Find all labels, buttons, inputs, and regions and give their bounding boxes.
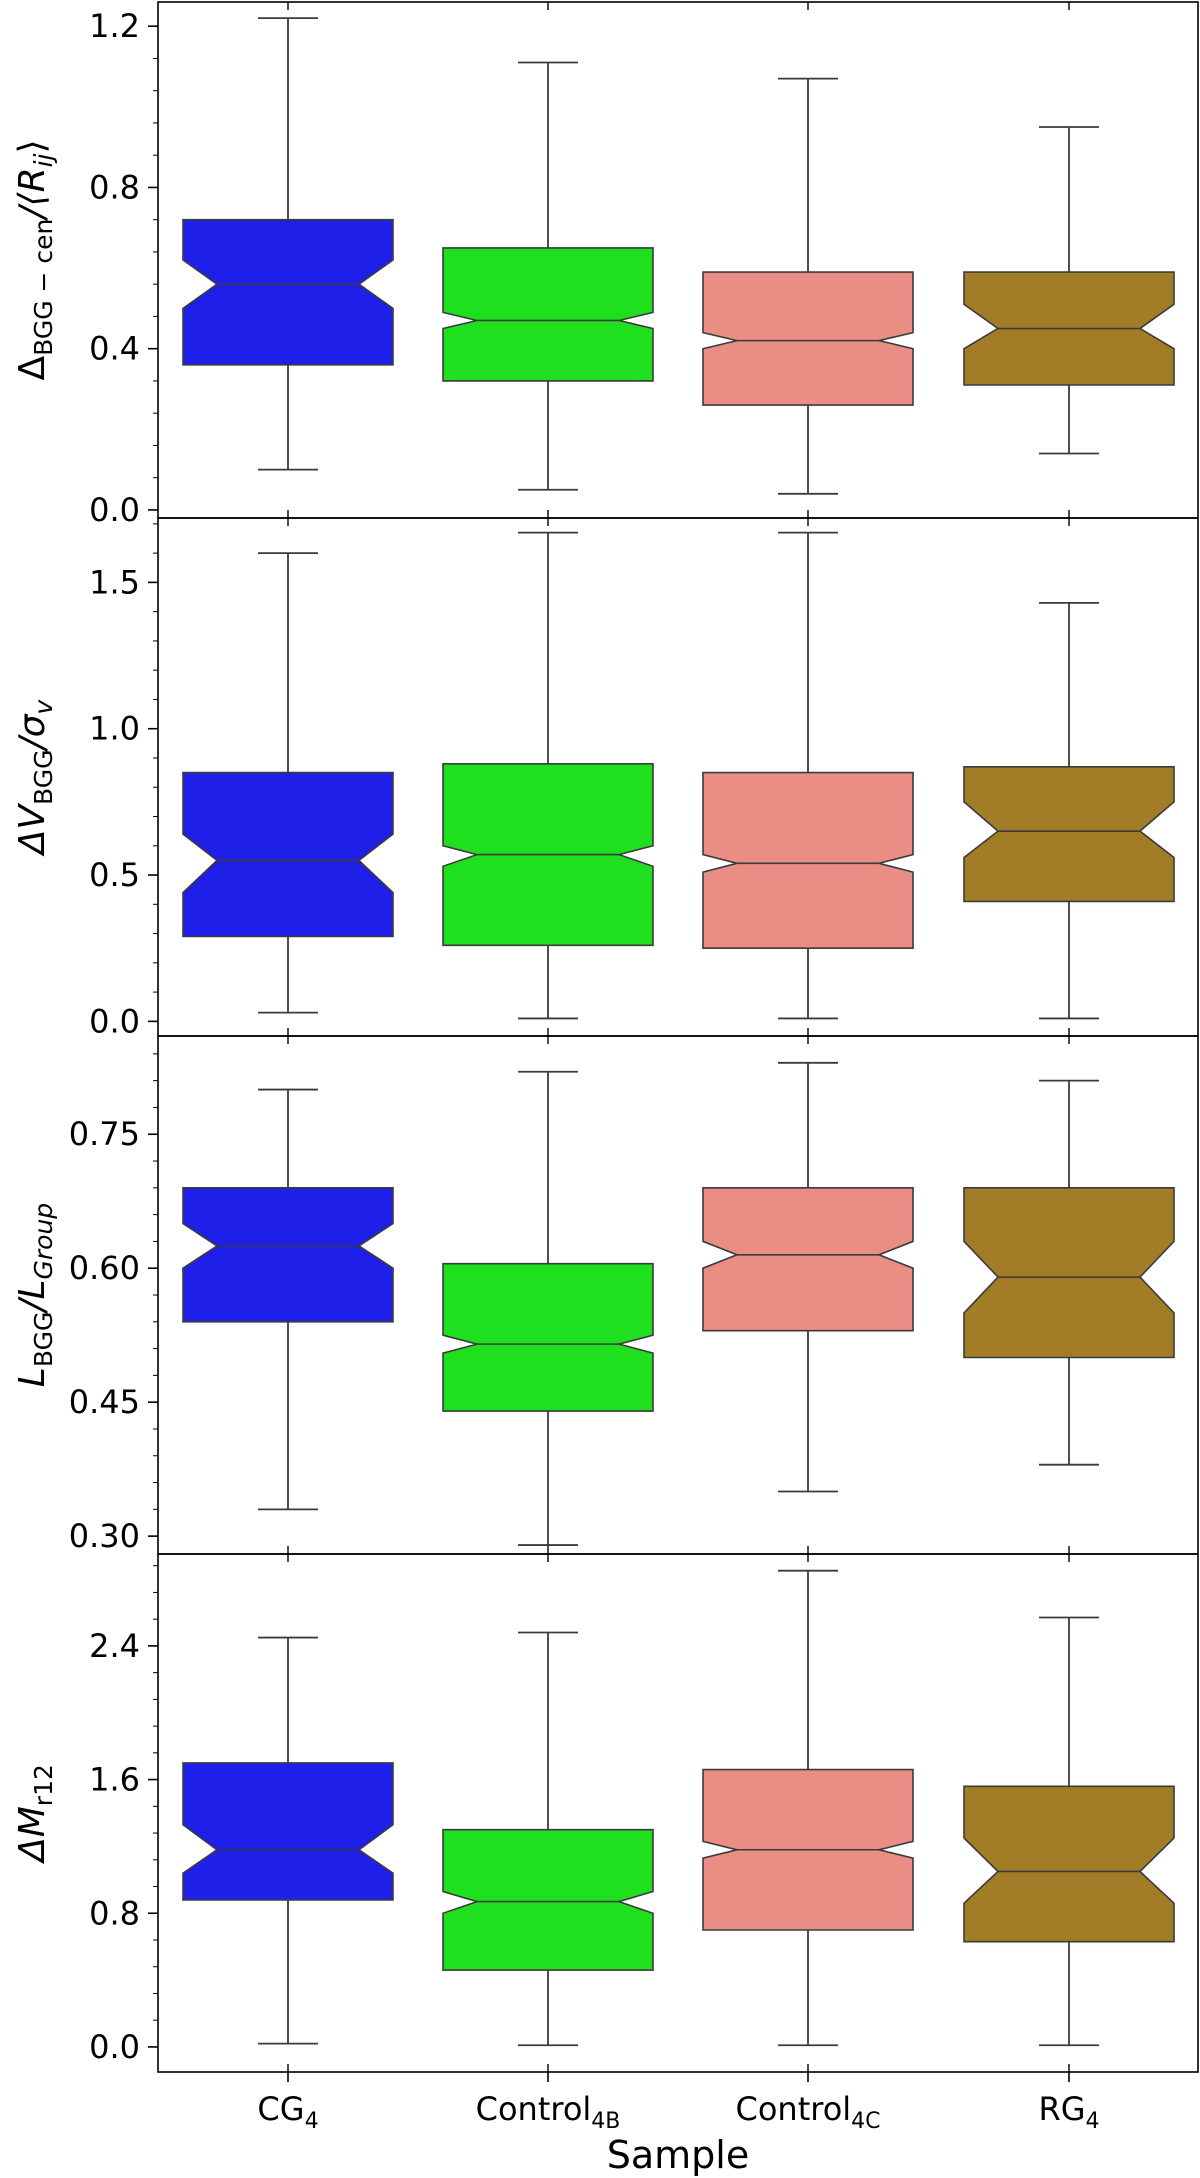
box-2 — [442, 61, 654, 491]
y-tick-label: 0.8 — [89, 168, 140, 206]
y-tick-label: 0.45 — [69, 1383, 140, 1421]
y-axis-label: LBGG/LGroup — [12, 1203, 58, 1387]
panel-2: 0.0 0.5 1.0 1.5 ΔVBGG/σv — [12, 517, 1199, 1040]
panel-4: 0.0 0.8 1.6 2.4 ΔMr12 — [12, 1553, 1199, 2073]
x-tick-label-base: Control — [735, 2090, 851, 2128]
ylabel-sub: BGG — [29, 750, 58, 805]
y-axis-label: ΔVBGG/σv — [12, 699, 58, 858]
y-axis-label: ΔMr12 — [12, 1764, 58, 1865]
box-4 — [963, 1079, 1175, 1466]
ylabel-sub: BGG − cen — [29, 219, 58, 356]
ylabel-rest: /L — [12, 1279, 53, 1314]
notched-box — [182, 771, 394, 938]
box-3 — [702, 1061, 914, 1493]
notched-box — [702, 271, 914, 406]
y-tick-label: 1.6 — [89, 1761, 140, 1799]
box-4 — [963, 1616, 1175, 2047]
ylabel-rest: /σ — [12, 713, 53, 752]
x-tick-label: CG4 — [257, 2090, 318, 2134]
axes-frame — [157, 1553, 1199, 2073]
y-tick-label: 0.4 — [89, 330, 140, 368]
ylabel-main: ΔV — [12, 803, 53, 858]
y-tick-label: 1.2 — [89, 7, 140, 45]
x-tick-label-sub: 4 — [1086, 2109, 1100, 2134]
box-4 — [963, 601, 1175, 1020]
box-3 — [702, 1569, 914, 2047]
box-1 — [182, 1636, 394, 2045]
y-tick-label: 0.0 — [89, 491, 140, 529]
ylabel-sub2: Group — [29, 1203, 58, 1280]
notched-box — [182, 218, 394, 366]
y-tick-label: 1.5 — [89, 563, 140, 601]
x-tick-label-base: CG — [257, 2090, 304, 2128]
y-tick-label: 0.60 — [69, 1249, 140, 1287]
box-3 — [702, 531, 914, 1020]
ylabel-sub: r12 — [29, 1764, 58, 1806]
notched-box — [182, 1187, 394, 1323]
box-2 — [442, 531, 654, 1020]
ylabel-main: L — [12, 1367, 53, 1387]
notched-box — [442, 247, 654, 382]
y-tick-label: 0.30 — [69, 1517, 140, 1555]
panel-1: 0.0 0.4 0.8 1.2 ΔBGG − cen/⟨Rij⟩ — [12, 1, 1199, 529]
x-tick-label-sub: 4 — [305, 2109, 319, 2134]
notched-box — [442, 1828, 654, 1971]
notched-box — [182, 1762, 394, 1901]
notched-box — [702, 1187, 914, 1332]
y-tick-label: 0.0 — [89, 1002, 140, 1040]
panel-3: 0.30 0.45 0.60 0.75 LBGG/LGroup — [12, 1035, 1199, 1555]
ylabel-sub2: v — [29, 699, 58, 715]
x-axis-label: Sample — [607, 2133, 749, 2177]
ylabel-sub: BGG — [29, 1312, 58, 1367]
box-1 — [182, 17, 394, 471]
y-tick-label: 1.0 — [89, 710, 140, 748]
y-tick-label: 2.4 — [89, 1627, 140, 1665]
box-1 — [182, 1088, 394, 1511]
x-tick-label-sub: 4C — [851, 2109, 880, 2134]
box-3 — [702, 77, 914, 495]
ylabel-main: Δ — [12, 356, 53, 381]
x-tick-label-base: Control — [476, 2090, 592, 2128]
box-1 — [182, 552, 394, 1014]
notched-box — [442, 1262, 654, 1412]
y-tick-label: 0.75 — [69, 1115, 140, 1153]
x-tick-label: Control4B — [476, 2090, 621, 2134]
notched-box — [963, 1187, 1175, 1359]
box-4 — [963, 126, 1175, 455]
notched-box — [702, 771, 914, 950]
y-axis-label: ΔBGG − cen/⟨Rij⟩ — [12, 139, 58, 380]
box-2 — [442, 1070, 654, 1546]
x-tick-label-base: RG — [1038, 2090, 1085, 2128]
notched-box — [963, 1785, 1175, 1943]
x-tick-label-sub: 4B — [591, 2109, 620, 2134]
y-tick-label: 0.8 — [89, 1894, 140, 1932]
ylabel-rest: /⟨R — [12, 167, 53, 221]
notched-box — [963, 765, 1175, 903]
ylabel-main: ΔM — [12, 1806, 53, 1865]
ylabel-sub2: ij — [29, 153, 58, 167]
x-tick-label: RG4 — [1038, 2090, 1099, 2134]
x-tick-label: Control4C — [735, 2090, 880, 2134]
y-tick-label: 0.0 — [89, 2028, 140, 2066]
y-tick-label: 0.5 — [89, 856, 140, 894]
box-2 — [442, 1631, 654, 2047]
ylabel-end: ⟩ — [12, 139, 53, 153]
